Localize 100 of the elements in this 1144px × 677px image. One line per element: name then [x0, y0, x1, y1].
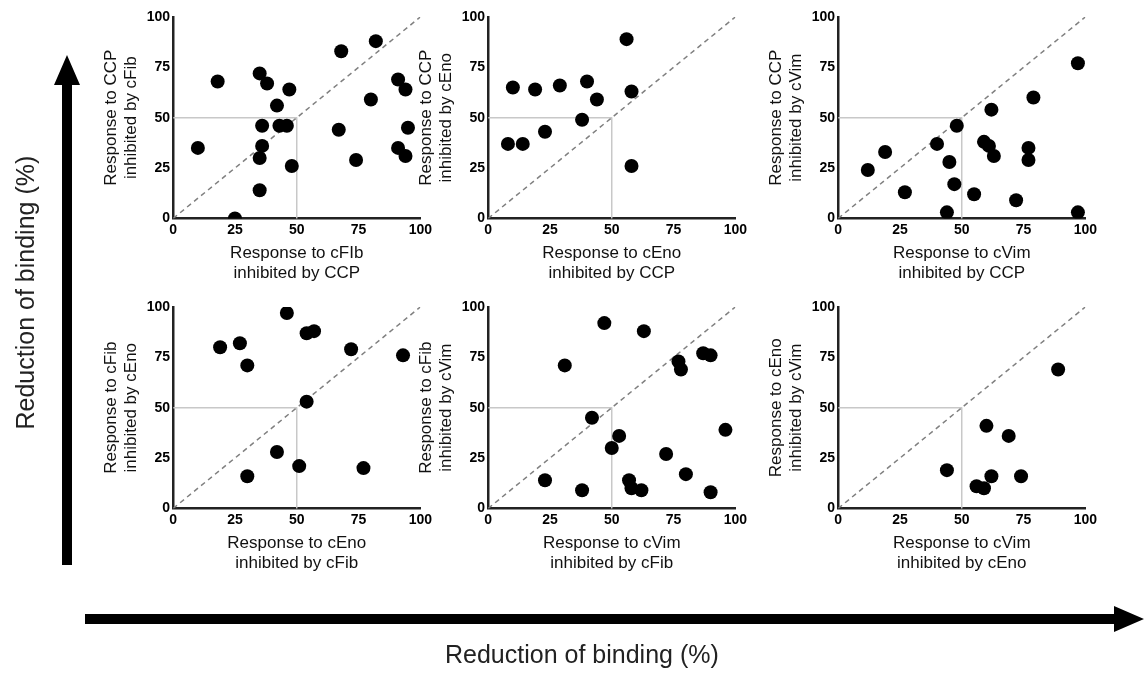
point — [269, 445, 284, 460]
x-tick-label: 75 — [350, 220, 367, 237]
y-tick-label: 50 — [819, 108, 836, 125]
point — [947, 177, 962, 192]
point — [240, 358, 255, 373]
point — [252, 150, 267, 165]
x-tick-label: 50 — [953, 220, 970, 237]
point — [552, 78, 567, 93]
point — [597, 316, 612, 331]
point — [939, 205, 954, 219]
point — [949, 118, 964, 133]
x-tick-label: 50 — [603, 220, 620, 237]
y-tick-label: 50 — [469, 108, 486, 125]
point — [1021, 152, 1036, 167]
point — [396, 348, 411, 363]
point — [930, 136, 945, 151]
point — [1009, 193, 1024, 208]
y-tick-label: 50 — [819, 398, 836, 415]
x-tick-label: 75 — [665, 220, 682, 237]
point — [612, 428, 627, 443]
y-tick-label: 75 — [154, 348, 171, 365]
text: Reduction of binding (%) — [445, 640, 719, 669]
point — [344, 342, 359, 357]
point — [673, 362, 688, 377]
point — [307, 324, 322, 339]
x-axis-title: Response to cVim inhibited by cFib — [542, 533, 681, 573]
x-tick-label: 75 — [350, 510, 367, 527]
point — [240, 469, 255, 484]
point — [1070, 205, 1085, 219]
y-tick-label: 0 — [827, 499, 836, 516]
point — [213, 340, 228, 355]
point — [1021, 140, 1036, 155]
point — [575, 112, 590, 127]
y-tick-label: 25 — [469, 158, 486, 175]
y-tick-label: 75 — [154, 58, 171, 75]
x-axis-title: Response to cEno inhibited by CCP — [542, 243, 682, 283]
point — [269, 98, 284, 113]
point — [505, 80, 520, 95]
point — [398, 148, 413, 163]
point — [624, 84, 639, 99]
point — [356, 461, 371, 476]
y-axis-title: Response to cFib inhibited by cVim — [415, 341, 456, 474]
point — [538, 124, 553, 139]
x-tick-label: 25 — [542, 220, 558, 237]
point — [232, 336, 247, 351]
y-tick-label: 0 — [162, 499, 171, 516]
y-tick-label: 100 — [146, 7, 171, 24]
x-axis-title: Response to cVim inhibited by cEno — [892, 533, 1031, 573]
x-axis-title: Response to cFIb inhibited by CCP — [230, 243, 364, 283]
point — [703, 348, 718, 363]
point — [292, 459, 307, 474]
point — [860, 163, 875, 178]
point — [584, 410, 599, 425]
y-tick-label: 50 — [469, 398, 486, 415]
text: Reduction of binding (%) — [10, 155, 40, 430]
point — [255, 118, 270, 133]
point — [878, 144, 893, 159]
point — [984, 469, 999, 484]
point — [500, 136, 515, 151]
point — [942, 155, 957, 170]
point — [210, 74, 225, 89]
point — [1026, 90, 1041, 105]
x-tick-label: 100 — [1073, 220, 1098, 237]
point — [400, 120, 415, 135]
y-axis-title: Response to CCP inhibited by cVim — [765, 49, 806, 186]
x-axis-title: Response to cVim inhibited by CCP — [892, 243, 1031, 283]
point — [284, 159, 299, 174]
point — [967, 187, 982, 202]
point — [589, 92, 604, 107]
x-tick-label: 100 — [1073, 510, 1098, 527]
point — [252, 183, 267, 198]
point — [718, 422, 733, 437]
point — [619, 32, 634, 47]
point — [984, 102, 999, 117]
y-tick-label: 25 — [819, 448, 836, 465]
y-axis-title: Response to CCP inhibited by cEno — [415, 49, 456, 186]
point — [528, 82, 543, 97]
x-tick-label: 25 — [227, 220, 243, 237]
point — [634, 483, 649, 498]
point — [624, 159, 639, 174]
point — [331, 122, 346, 137]
point — [557, 358, 572, 373]
x-tick-label: 25 — [892, 510, 908, 527]
point — [260, 76, 275, 91]
x-tick-label: 50 — [953, 510, 970, 527]
x-tick-label: 75 — [1015, 510, 1032, 527]
y-tick-label: 75 — [469, 58, 486, 75]
y-axis-title: Response to cEno inhibited by cVim — [765, 338, 806, 478]
y-tick-label: 0 — [477, 209, 486, 226]
point — [1014, 469, 1029, 484]
point — [659, 447, 674, 462]
point — [1001, 428, 1016, 443]
point — [538, 473, 553, 488]
x-tick-label: 25 — [892, 220, 908, 237]
y-tick-label: 0 — [477, 499, 486, 516]
y-tick-label: 100 — [811, 7, 836, 24]
point — [279, 307, 294, 321]
point — [678, 467, 693, 482]
point — [252, 66, 267, 81]
point — [368, 34, 383, 49]
